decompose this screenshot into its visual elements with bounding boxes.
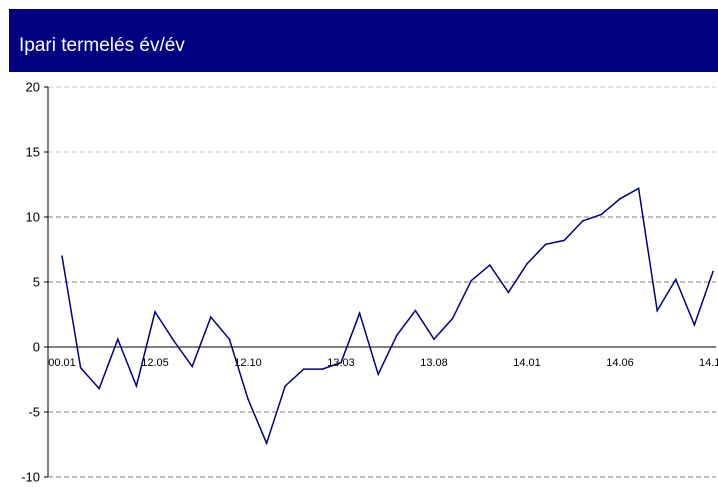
data-point [321, 368, 324, 370]
x-tick-label: 00.01 [48, 357, 76, 369]
data-point [470, 279, 473, 282]
data-point [265, 442, 268, 445]
y-tick-label: 0 [33, 340, 40, 355]
data-point [396, 334, 398, 337]
data-point [544, 243, 547, 246]
data-point [656, 309, 658, 312]
x-tick-label: 13.08 [420, 357, 448, 369]
series-layer [61, 187, 714, 446]
data-point [340, 361, 342, 364]
gridlines [48, 86, 716, 478]
y-tick-label: 5 [33, 275, 40, 290]
data-point [637, 187, 640, 190]
data-point [303, 368, 305, 370]
data-point [191, 365, 193, 368]
x-tick-label: 14.06 [606, 357, 634, 369]
data-point [79, 367, 82, 369]
data-point [619, 198, 621, 200]
y-tick-label: -10 [21, 470, 40, 485]
chart-title: Ipari termelés év/év [19, 35, 185, 56]
data-point [489, 264, 491, 266]
axes [44, 86, 716, 478]
data-point [582, 220, 584, 222]
x-tick-label: 14.1 [699, 357, 718, 369]
y-tick-labels: 20 15 10 5 0 -5 -10 [21, 80, 40, 485]
series-line [61, 187, 714, 446]
y-tick-label: -5 [28, 405, 40, 420]
data-point [135, 385, 138, 387]
data-point [210, 316, 212, 318]
data-point [526, 263, 528, 265]
data-point [98, 387, 100, 390]
chart-header: Ipari termelés év/év [9, 9, 718, 72]
x-tick-label: 12.10 [234, 357, 262, 369]
data-point [61, 255, 63, 257]
y-tick-label: 10 [26, 210, 40, 225]
data-point [154, 311, 156, 313]
data-point [228, 338, 231, 341]
data-point [377, 373, 380, 376]
data-point [693, 324, 696, 326]
data-point [247, 398, 249, 400]
data-point [712, 270, 714, 273]
x-tick-labels: 00.01 12.05 12.10 13.03 13.08 14.01 14.06 14.1 [48, 357, 718, 369]
data-point [600, 213, 603, 216]
data-point [358, 312, 361, 315]
data-point [563, 239, 565, 242]
data-point [433, 338, 435, 341]
data-point [414, 309, 417, 312]
x-tick-label: 14.01 [513, 357, 541, 369]
x-tick-label: 12.05 [141, 357, 169, 369]
data-point [507, 291, 510, 294]
data-point [451, 317, 454, 320]
data-point [172, 339, 175, 342]
x-tick-label: 13.03 [327, 357, 355, 369]
data-point [675, 278, 677, 281]
data-point [284, 385, 287, 387]
y-tick-label: 20 [26, 80, 40, 95]
data-point [117, 338, 119, 341]
y-tick-label: 15 [26, 145, 40, 160]
